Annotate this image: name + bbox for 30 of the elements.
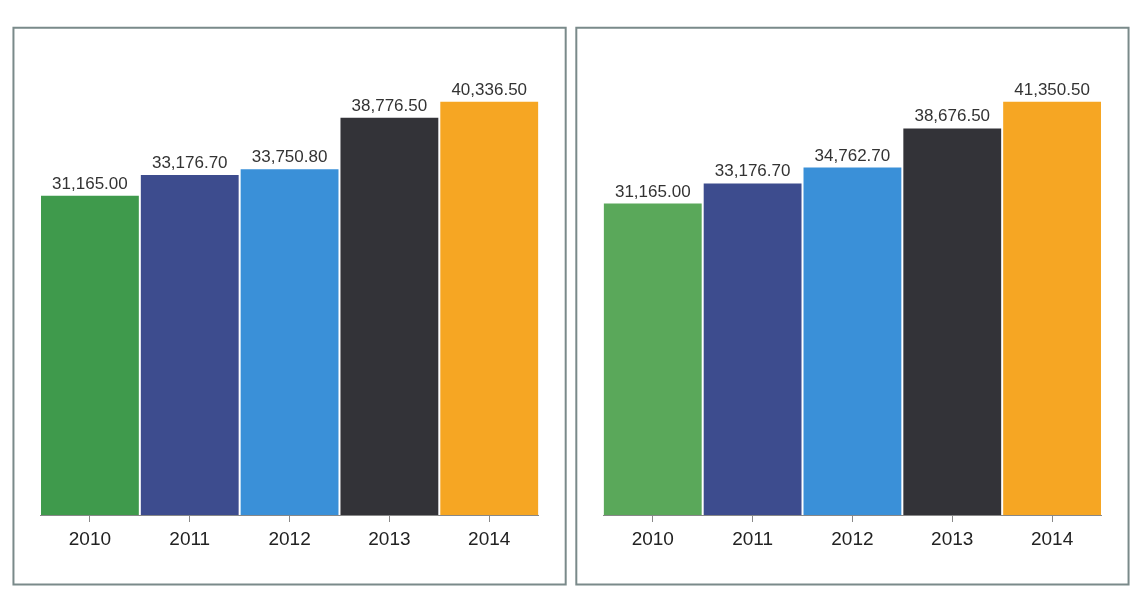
bar — [240, 169, 339, 515]
bar — [1003, 101, 1101, 515]
x-tick-label: 2012 — [268, 527, 311, 549]
data-label: 38,676.50 — [914, 106, 991, 126]
bar — [140, 175, 239, 515]
x-tick-label: 2014 — [1030, 527, 1074, 549]
x-tick-label: 2013 — [931, 527, 974, 549]
data-label: 31,165.00 — [614, 181, 691, 201]
x-tick-label: 2012 — [831, 527, 874, 549]
x-tick-label: 2011 — [169, 527, 211, 549]
bar — [903, 128, 1002, 515]
x-tick-label: 2010 — [68, 527, 112, 549]
bar — [440, 101, 539, 515]
bar — [603, 203, 702, 515]
data-label: 40,336.50 — [451, 79, 528, 99]
data-label: 34,762.70 — [814, 145, 891, 165]
bar — [41, 195, 139, 515]
data-label: 33,176.70 — [714, 161, 791, 181]
bar — [340, 117, 439, 515]
x-tick-label: 2011 — [732, 527, 774, 549]
data-label: 31,165.00 — [52, 173, 128, 193]
x-tick-label: 2013 — [368, 527, 411, 549]
data-label: 33,750.80 — [251, 147, 328, 167]
x-tick-label: 2014 — [468, 527, 511, 549]
x-tick-label: 2010 — [631, 527, 674, 549]
data-label: 41,350.50 — [1014, 79, 1090, 99]
bar — [703, 183, 802, 515]
bar — [803, 167, 902, 515]
data-label: 33,176.70 — [151, 153, 228, 173]
data-label: 38,776.50 — [351, 95, 428, 115]
